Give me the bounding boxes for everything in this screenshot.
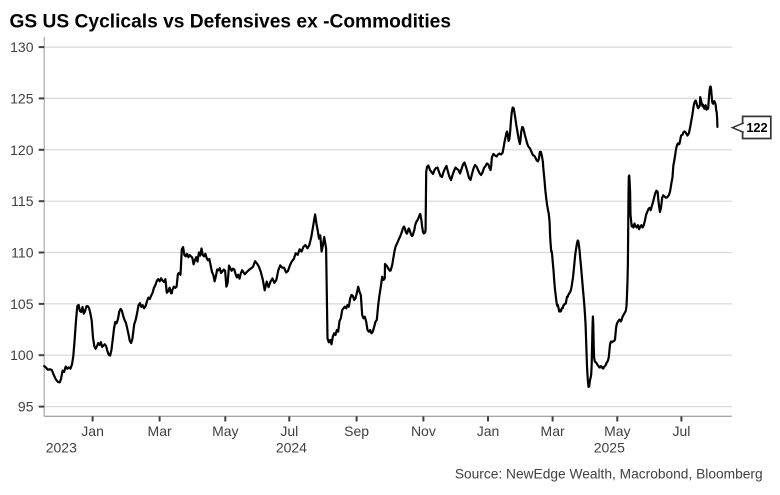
- svg-text:110: 110: [11, 245, 34, 261]
- svg-text:Jul: Jul: [280, 423, 298, 439]
- svg-text:May: May: [604, 423, 630, 439]
- svg-text:Jan: Jan: [477, 423, 500, 439]
- svg-text:105: 105: [10, 296, 34, 312]
- svg-text:GS US Cyclicals vs Defensives: GS US Cyclicals vs Defensives ex -Commod…: [10, 12, 452, 33]
- svg-text:122: 122: [746, 120, 767, 135]
- svg-text:2024: 2024: [276, 440, 307, 456]
- svg-text:120: 120: [10, 142, 34, 158]
- svg-text:115: 115: [11, 193, 34, 209]
- svg-text:2025: 2025: [594, 440, 625, 456]
- svg-text:130: 130: [10, 39, 34, 55]
- svg-text:100: 100: [10, 347, 34, 363]
- svg-text:2023: 2023: [46, 440, 77, 456]
- svg-text:Nov: Nov: [411, 423, 436, 439]
- svg-text:125: 125: [10, 90, 34, 106]
- svg-text:95: 95: [18, 399, 34, 415]
- svg-text:Jan: Jan: [81, 423, 104, 439]
- svg-text:Source: NewEdge Wealth, Macrob: Source: NewEdge Wealth, Macrobond, Bloom…: [455, 467, 763, 482]
- svg-text:Jul: Jul: [672, 423, 690, 439]
- svg-text:Mar: Mar: [148, 423, 172, 439]
- svg-text:May: May: [212, 423, 238, 439]
- svg-text:Mar: Mar: [541, 423, 565, 439]
- svg-text:Sep: Sep: [344, 423, 369, 439]
